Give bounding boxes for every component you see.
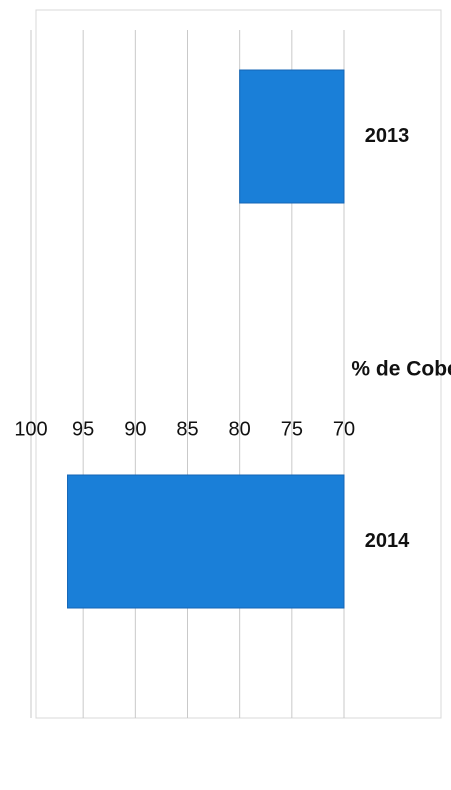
tick-label: 100 bbox=[14, 418, 47, 440]
bars bbox=[67, 69, 345, 609]
tick-label: 85 bbox=[176, 418, 198, 440]
category-label: 2014 bbox=[365, 530, 410, 552]
category-labels: 2013 2014 bbox=[365, 125, 410, 552]
plot-frame bbox=[35, 9, 442, 719]
tick-label: 70 bbox=[333, 418, 355, 440]
tick-label: 80 bbox=[229, 418, 251, 440]
tick-labels: 100 95 90 85 80 75 70 bbox=[14, 418, 355, 440]
tick-label: 95 bbox=[72, 418, 94, 440]
rotated-chart-group: 100 95 90 85 80 75 70 2013 2014 % de Cobertura bbox=[14, 9, 451, 719]
bar-2014 bbox=[67, 474, 345, 609]
axis-title: % de Cobertura bbox=[351, 358, 451, 381]
category-label: 2013 bbox=[365, 125, 410, 147]
tick-label: 75 bbox=[281, 418, 303, 440]
tick-label: 90 bbox=[124, 418, 146, 440]
bar-2013 bbox=[239, 69, 345, 204]
